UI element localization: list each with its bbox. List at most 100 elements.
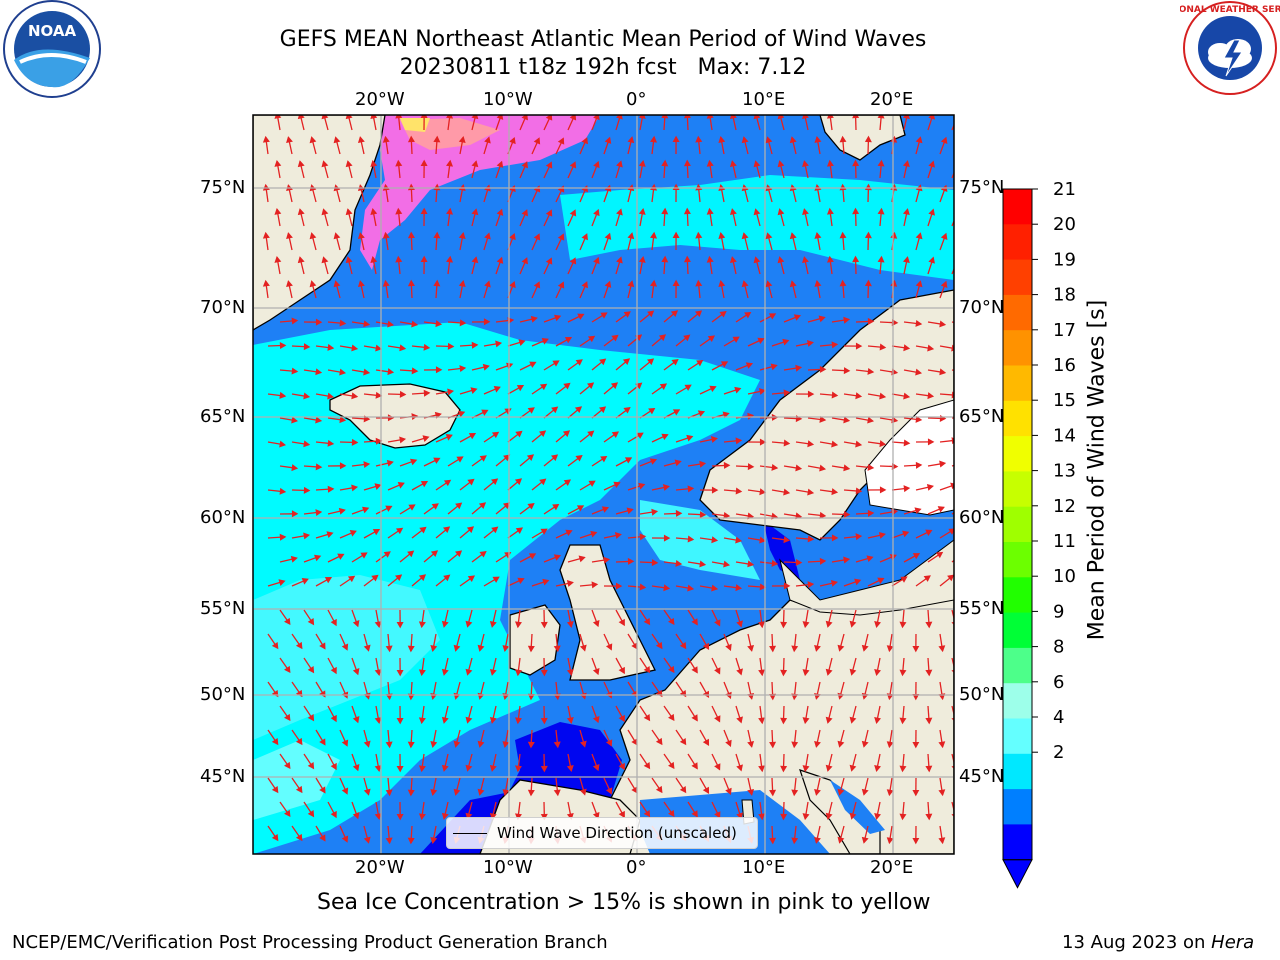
wave-direction-arrowhead <box>271 737 279 746</box>
wave-direction-arrowhead <box>747 740 755 748</box>
colorbar-segment <box>1003 647 1032 684</box>
wave-direction-arrowhead <box>581 281 588 289</box>
wave-direction-arrowhead <box>557 137 565 145</box>
wave-direction-arrow <box>951 801 954 813</box>
wave-direction-arrowhead <box>819 415 827 423</box>
lat-label-right: 60°N <box>959 507 1005 528</box>
colorbar-segment <box>1003 400 1032 437</box>
colorbar-extend-arrow <box>1002 859 1033 889</box>
lat-label-left: 65°N <box>200 406 246 427</box>
wave-direction-arrowhead <box>855 533 863 541</box>
lon-label-bottom: 10°W <box>483 857 533 878</box>
wave-direction-arrowhead <box>387 320 395 328</box>
wave-direction-arrowhead <box>655 737 663 746</box>
wave-direction-arrowhead <box>339 416 347 424</box>
wave-direction-arrowhead <box>321 256 329 264</box>
wave-direction-arrowhead <box>383 551 391 558</box>
wave-direction-arrowhead <box>902 160 910 167</box>
wave-direction-arrowhead <box>458 410 466 418</box>
wave-direction-arrowhead <box>577 313 585 320</box>
wave-direction-arrowhead <box>352 667 360 676</box>
wave-direction-arrowhead <box>539 430 547 438</box>
wave-direction-arrowhead <box>562 430 571 438</box>
nws-logo-text: NATIONAL WEATHER SERVICE <box>1180 5 1280 15</box>
colorbar-segment <box>1003 577 1032 614</box>
wave-direction-arrowhead <box>363 788 371 796</box>
wave-direction-arrowhead <box>874 669 881 677</box>
wave-direction-arrowhead <box>435 320 443 328</box>
wave-direction-arrowhead <box>802 208 809 216</box>
wave-direction-arrowhead <box>420 159 428 167</box>
wave-direction-arrowhead <box>722 411 730 419</box>
wave-direction-arrowhead <box>849 620 857 628</box>
wave-direction-arrowhead <box>399 436 407 444</box>
wave-direction-arrowhead <box>407 645 415 653</box>
wave-direction-arrowhead <box>747 560 755 568</box>
wave-direction-arrowhead <box>458 231 466 239</box>
wave-direction-arrowhead <box>553 789 561 797</box>
wave-direction-arrowhead <box>697 410 706 417</box>
colorbar-segment <box>1003 683 1032 720</box>
wave-direction-arrow <box>951 705 954 717</box>
wave-direction-arrowhead <box>711 486 719 494</box>
wave-direction-arrowhead <box>744 311 752 319</box>
wave-direction-arrowhead <box>648 407 656 415</box>
wave-direction-arrowhead <box>351 484 359 492</box>
wave-direction-arrowhead <box>939 368 947 376</box>
wave-direction-arrowhead <box>375 344 383 352</box>
wave-direction-arrowhead <box>604 136 612 144</box>
wave-direction-arrowhead <box>927 392 935 400</box>
wave-direction-arrowhead <box>295 833 303 842</box>
wave-direction-arrowhead <box>375 437 383 445</box>
wave-direction-arrowhead <box>831 488 839 496</box>
wave-direction-arrowhead <box>674 459 682 467</box>
wave-direction-arrowhead <box>495 340 503 348</box>
wave-direction-arrowhead <box>886 741 894 749</box>
wave-direction-arrowhead <box>604 280 612 288</box>
wave-direction-arrowhead <box>341 739 349 747</box>
lat-label-right: 65°N <box>959 406 1005 427</box>
colorbar-tick-label: 8 <box>1053 637 1064 658</box>
wave-direction-arrowhead <box>396 813 404 821</box>
colorbar-tick-label: 4 <box>1053 707 1064 728</box>
wave-direction-arrowhead <box>668 713 675 722</box>
wave-direction-arrow <box>951 123 954 131</box>
wave-direction-arrowhead <box>341 835 349 843</box>
wave-direction-arrowhead <box>759 583 767 591</box>
wave-direction-arrowhead <box>670 310 679 317</box>
wave-direction-arrowhead <box>758 669 765 677</box>
wave-direction-arrowhead <box>899 717 907 725</box>
wave-direction-arrowhead <box>407 279 415 287</box>
wave-direction-arrowhead <box>706 159 714 167</box>
wave-direction-arrowhead <box>714 715 721 723</box>
wave-direction-arrowhead <box>307 762 315 770</box>
wave-direction-arrowhead <box>341 787 349 795</box>
wave-direction-arrowhead <box>735 437 743 445</box>
wave-direction-arrowhead <box>515 430 523 438</box>
wave-direction-arrowhead <box>843 367 851 375</box>
wave-direction-arrowhead <box>489 668 497 676</box>
wave-direction-arrowhead <box>849 764 857 772</box>
wave-direction-arrowhead <box>649 458 658 465</box>
wave-direction-arrowhead <box>514 478 523 486</box>
wave-direction-arrowhead <box>330 810 337 819</box>
wave-direction-arrowhead <box>926 483 934 491</box>
wave-direction-arrowhead <box>327 392 335 400</box>
wave-direction-arrowhead <box>481 409 489 416</box>
wave-direction-arrowhead <box>581 233 588 241</box>
wave-direction-arrowhead <box>471 256 479 264</box>
wave-direction-arrowhead <box>579 740 587 748</box>
wave-direction-arrowhead <box>491 478 499 486</box>
colorbar-segment <box>1003 471 1032 508</box>
footer-date-text: 13 Aug 2023 on <box>1062 932 1212 953</box>
wave-direction-arrowhead <box>852 159 860 167</box>
wave-direction-arrowhead <box>807 440 815 448</box>
wave-direction-arrowhead <box>874 765 881 773</box>
wave-direction-arrowhead <box>702 738 710 746</box>
wave-direction-arrowhead <box>430 789 438 797</box>
wave-direction-arrowhead <box>569 257 577 265</box>
wave-direction-arrowhead <box>831 391 839 399</box>
wave-direction-arrowhead <box>514 717 522 725</box>
wave-direction-arrowhead <box>618 618 625 627</box>
